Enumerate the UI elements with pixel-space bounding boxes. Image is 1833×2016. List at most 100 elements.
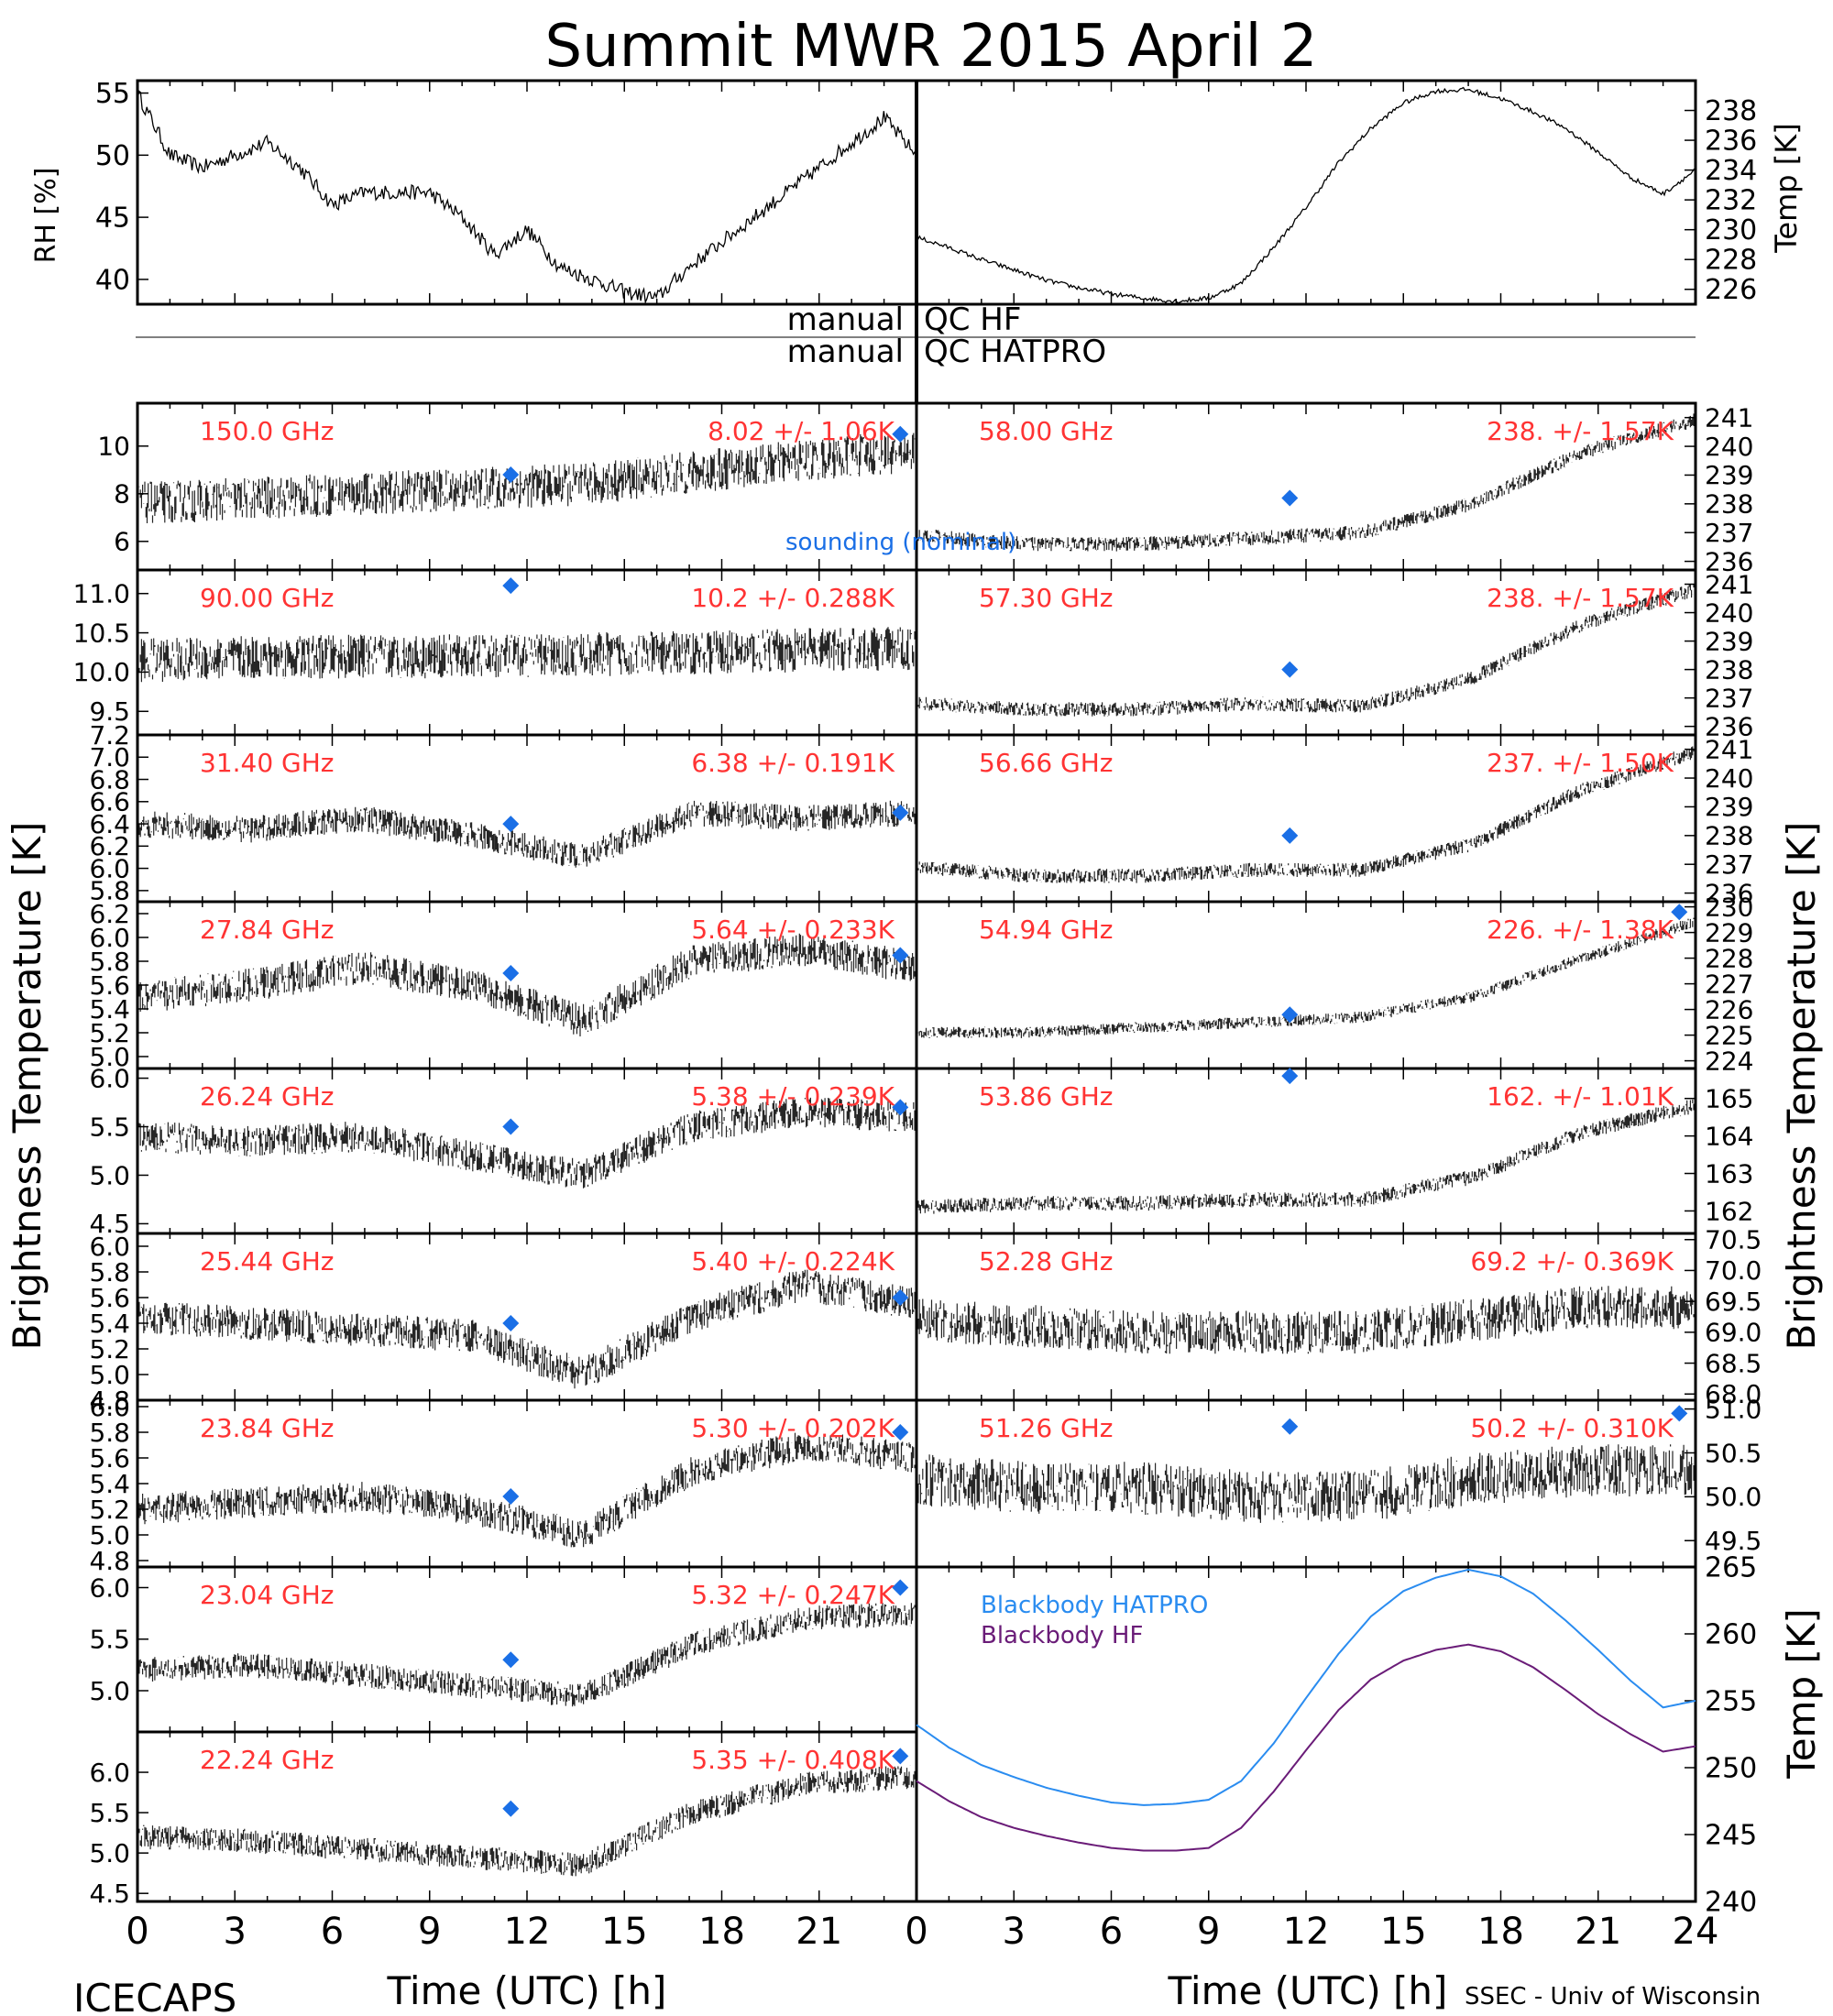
x-tick-label: 15 — [601, 1911, 648, 1953]
channel-stat-56: 237. +/- 1.50K — [1487, 748, 1674, 778]
x-tick-label: 9 — [1197, 1911, 1220, 1953]
panel-58-ytick-label: 238 — [1705, 489, 1753, 520]
channel-label-54: 54.94 GHz — [979, 915, 1114, 945]
sounding-marker-27-1 — [892, 947, 909, 964]
panel-54-ytick-label: 228 — [1705, 943, 1753, 973]
panel-150-ytick-label: 10 — [97, 432, 130, 462]
panel-56-ytick-label: 237 — [1705, 849, 1753, 880]
left-y-axis-label: Brightness Temperature [K] — [5, 822, 49, 1351]
x-tick-label: 21 — [1575, 1911, 1621, 1953]
trace-23b — [138, 1603, 916, 1707]
panel-90-ytick-label: 11.0 — [73, 579, 130, 609]
sounding-marker-53-0 — [1281, 1068, 1299, 1085]
panel-150-ytick-label: 6 — [114, 527, 130, 557]
trace-27 — [138, 933, 916, 1036]
panel-31-ytick-label: 7.2 — [89, 720, 130, 751]
sounding-marker-54-1 — [1671, 904, 1688, 921]
panel-52-ytick-label: 69.5 — [1705, 1287, 1762, 1317]
panel-31-ytick-label: 7.0 — [89, 742, 130, 772]
sounding-marker-56-0 — [1281, 827, 1299, 844]
footer-right: SSEC - Univ of Wisconsin — [1465, 1983, 1761, 2011]
sounding-marker-51-1 — [1671, 1405, 1688, 1422]
panel-53-ytick-label: 163 — [1705, 1158, 1753, 1189]
panel-58-ytick-label: 236 — [1705, 546, 1753, 576]
panel-25-ytick-label: 5.0 — [89, 1360, 130, 1390]
panel-27-ytick-label: 5.8 — [89, 947, 130, 977]
figure-title: Summit MWR 2015 April 2 — [545, 13, 1318, 81]
x-tick-label: 0 — [905, 1911, 927, 1953]
channel-label-58: 58.00 GHz — [979, 416, 1114, 446]
rh-ytick-label: 50 — [95, 140, 130, 172]
sounding-marker-31-0 — [502, 816, 520, 833]
panel-57-ytick-label: 241 — [1705, 569, 1753, 599]
panel-22-ytick-label: 4.5 — [89, 1879, 130, 1909]
channel-label-57: 57.30 GHz — [979, 583, 1114, 613]
panel-56-ytick-label: 236 — [1705, 878, 1753, 908]
trace-25 — [138, 1269, 916, 1389]
panel-23-ytick-label: 4.8 — [89, 1546, 130, 1576]
panel-26-ytick-label: 5.5 — [89, 1112, 130, 1142]
panel-27-ytick-label: 5.2 — [89, 1018, 130, 1048]
panel-31-ytick-label: 6.4 — [89, 809, 130, 839]
sounding-marker-23b-0 — [502, 1651, 520, 1669]
footer-left: ICECAPS — [73, 1976, 236, 2016]
channel-label-26: 26.24 GHz — [200, 1081, 335, 1112]
right-y-axis-label: Brightness Temperature [K] — [1779, 822, 1824, 1351]
bb-ytick-label: 260 — [1705, 1619, 1757, 1651]
panel-52-ytick-label: 69.0 — [1705, 1318, 1762, 1348]
trace-52 — [917, 1286, 1695, 1354]
sounding-marker-25-0 — [502, 1315, 520, 1331]
panel-150-ytick-label: 8 — [114, 479, 130, 509]
trace-31 — [138, 800, 916, 868]
rh-ytick-label: 45 — [95, 203, 130, 235]
panel-31-ytick-label: 6.6 — [89, 787, 130, 817]
x-tick-label: 3 — [1003, 1911, 1026, 1953]
panel-52-ytick-label: 68.5 — [1705, 1348, 1762, 1378]
panel-57-ytick-label: 239 — [1705, 626, 1753, 656]
channel-label-23b: 23.04 GHz — [200, 1580, 335, 1610]
channel-label-90: 90.00 GHz — [200, 583, 335, 613]
channel-stat-150: 8.02 +/- 1.06K — [708, 416, 895, 446]
panel-23-ytick-label: 5.2 — [89, 1495, 130, 1525]
panel-53-ytick-label: 162 — [1705, 1196, 1753, 1226]
channel-stat-23b: 5.32 +/- 0.247K — [691, 1580, 895, 1610]
panel-90-ytick-label: 10.5 — [73, 618, 130, 648]
panel-26-ytick-label: 5.0 — [89, 1160, 130, 1190]
trace-51 — [917, 1444, 1695, 1523]
sounding-marker-25-1 — [892, 1289, 909, 1306]
x-tick-label: 18 — [698, 1911, 745, 1953]
panel-54-ytick-label: 225 — [1705, 1020, 1753, 1050]
panel-54-ytick-label: 227 — [1705, 969, 1753, 999]
trace-53 — [917, 1099, 1695, 1214]
panel-52-ytick-label: 68.0 — [1705, 1379, 1762, 1409]
panel-31-ytick-label: 5.8 — [89, 876, 130, 906]
sounding-marker-22-0 — [502, 1800, 520, 1817]
sounding-marker-51-0 — [1281, 1418, 1299, 1435]
x-tick-label: 12 — [504, 1911, 551, 1953]
temp-line — [916, 86, 1696, 304]
bb-hatpro-legend: Blackbody HATPRO — [981, 1592, 1208, 1619]
temp-panel — [915, 79, 1697, 306]
channel-label-25: 25.44 GHz — [200, 1246, 335, 1276]
x-axis-label-right: Time (UTC) [h] — [1168, 1968, 1448, 2013]
bb-ytick-label: 250 — [1705, 1753, 1757, 1785]
channel-label-56: 56.66 GHz — [979, 748, 1114, 778]
sounding-marker-150-0 — [502, 466, 520, 483]
channel-stat-58: 238. +/- 1.57K — [1487, 416, 1674, 446]
bb-series-0 — [916, 1568, 1696, 1806]
trace-23 — [138, 1432, 916, 1548]
x-tick-label: 3 — [224, 1911, 247, 1953]
trace-58 — [917, 413, 1695, 552]
channel-stat-54: 226. +/- 1.38K — [1487, 915, 1674, 945]
panel-51-ytick-label: 50.0 — [1705, 1482, 1762, 1512]
temp-ytick-label: 232 — [1705, 185, 1757, 217]
bb-temp-axis-label: Temp [K] — [1779, 1608, 1824, 1780]
rh-ytick-label: 40 — [95, 264, 130, 296]
x-axis-label-left: Time (UTC) [h] — [387, 1968, 667, 2013]
panel-31-ytick-label: 6.0 — [89, 853, 130, 883]
panel-54-ytick-label: 229 — [1705, 917, 1753, 948]
panel-23-ytick-label: 5.8 — [89, 1418, 130, 1448]
bb-ytick-label: 265 — [1705, 1552, 1757, 1584]
channel-label-22: 22.24 GHz — [200, 1745, 335, 1775]
panel-56-ytick-label: 241 — [1705, 734, 1753, 764]
